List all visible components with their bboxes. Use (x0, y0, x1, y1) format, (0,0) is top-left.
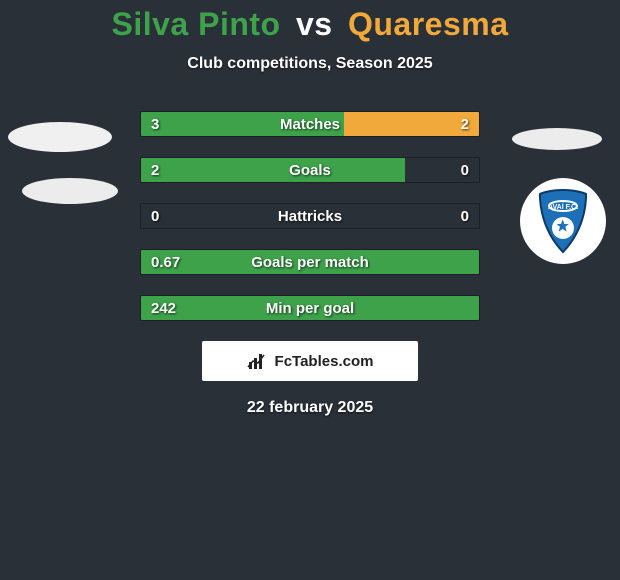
page-title: Silva Pinto vs Quaresma (0, 6, 620, 43)
subtitle: Club competitions, Season 2025 (0, 55, 620, 73)
player2-avatar-placeholder (512, 128, 602, 150)
stat-value-right: 2 (461, 112, 469, 136)
title-player1: Silva Pinto (112, 6, 281, 42)
stat-row: 3Matches2 (140, 111, 480, 137)
svg-text:AVAÍ F.C.: AVAÍ F.C. (548, 202, 578, 211)
stat-row: 0.67Goals per match (140, 249, 480, 275)
shield-icon: AVAÍ F.C. (528, 186, 598, 256)
title-vs: vs (296, 6, 333, 42)
stat-value-right: 0 (461, 204, 469, 228)
player2-club-badge: AVAÍ F.C. (520, 178, 606, 264)
stat-label: Hattricks (141, 204, 479, 228)
footer-date: 22 february 2025 (0, 399, 620, 417)
site-logo: FcTables.com (202, 341, 418, 381)
stat-row: 242Min per goal (140, 295, 480, 321)
stat-row: 2Goals0 (140, 157, 480, 183)
stat-bars: 3Matches22Goals00Hattricks00.67Goals per… (140, 111, 480, 321)
stat-label: Matches (141, 112, 479, 136)
bar-chart-icon (247, 350, 269, 372)
title-player2: Quaresma (348, 6, 509, 42)
stat-row: 0Hattricks0 (140, 203, 480, 229)
stat-label: Goals (141, 158, 479, 182)
player1-avatar-placeholder (8, 122, 112, 152)
stat-value-right: 0 (461, 158, 469, 182)
comparison-card: Silva Pinto vs Quaresma Club competition… (0, 0, 620, 417)
logo-text: FcTables.com (275, 353, 374, 370)
stat-label: Min per goal (141, 296, 479, 320)
player1-club-placeholder (22, 178, 118, 204)
stat-label: Goals per match (141, 250, 479, 274)
